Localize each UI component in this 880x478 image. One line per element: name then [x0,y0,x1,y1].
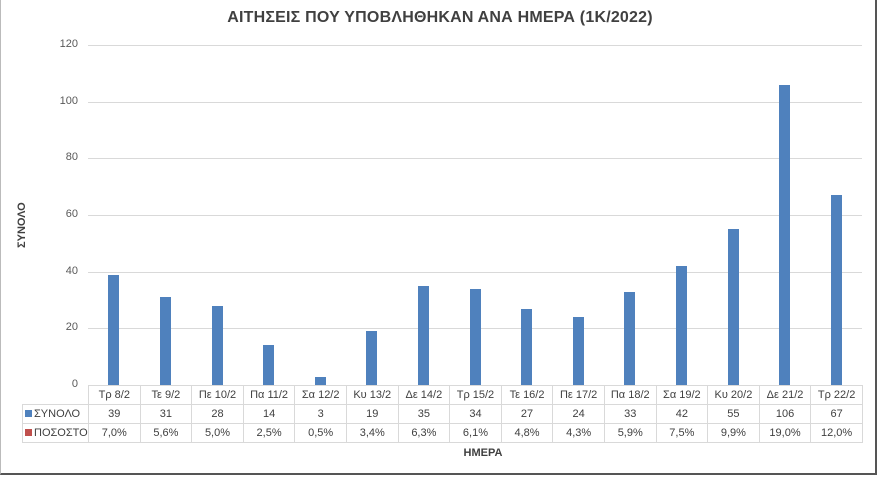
bar [727,229,739,385]
y-tick-label: 40 [65,264,78,277]
value-cell: 39 [88,404,141,424]
category-cell: Σα 19/2 [655,385,709,405]
value-cell: 7,0% [88,423,141,443]
gridline [88,101,862,103]
value-cell: 55 [707,404,760,424]
value-cell: 67 [810,404,863,424]
bar [417,285,429,385]
bar [469,288,481,385]
x-axis-label: ΗΜΕΡΑ [463,447,503,459]
value-cell: 33 [603,404,657,424]
series-row-percent: ΠΟΣΟΣΤΟ 7,0% 5,6% 5,0% 2,5% 0,5% 3,4% 6,3% 6,1%… [22,423,863,443]
value-cell: 0,5% [294,423,347,443]
gridline [88,45,862,46]
bar [314,376,326,385]
value-cell: 3,4% [345,423,399,443]
category-cell: Κυ 20/2 [707,385,760,405]
gridline [88,158,862,160]
value-cell: 19,0% [758,423,812,443]
legend-key-icon [25,428,32,436]
value-cell: 6,3% [397,423,451,443]
data-table: Τρ 8/2 Τε 9/2 Πε 10/2 Πα 11/2 Σα 12/2 Κυ 13/2… [22,385,863,443]
category-cell: Πα 11/2 [242,385,296,405]
value-cell: 7,5% [655,423,709,443]
value-cell: 27 [500,404,554,424]
category-cell: Πα 18/2 [603,385,657,405]
bar [830,195,842,385]
bar [108,274,120,385]
value-cell: 4,3% [552,423,605,443]
bar [521,308,533,385]
bar [779,84,791,385]
value-cell: 5,9% [603,423,657,443]
value-cell: 19 [345,404,399,424]
y-tick-label: 20 [65,321,78,334]
legend-percent: ΠΟΣΟΣΤΟ [22,423,89,443]
value-cell: 12,0% [810,423,863,443]
bar [159,297,171,385]
value-cell: 28 [191,404,244,424]
gridline [88,385,862,386]
bar [366,331,378,385]
category-cell: Τε 9/2 [139,385,193,405]
y-tick-label: 80 [65,151,78,164]
value-cell: 9,9% [707,423,760,443]
category-row: Τρ 8/2 Τε 9/2 Πε 10/2 Πα 11/2 Σα 12/2 Κυ 13/2… [23,385,863,405]
y-axis-label: ΣΥΝΟΛΟ [16,202,28,248]
category-cell: Τρ 15/2 [449,385,502,405]
category-cell: Κυ 13/2 [345,385,399,405]
value-cell: 5,6% [139,423,193,443]
category-cell: Τρ 8/2 [88,385,141,405]
value-cell: 35 [397,404,451,424]
value-cell: 3 [294,404,347,424]
category-cell: Τε 16/2 [500,385,554,405]
bar [263,345,275,385]
gridline [88,271,862,273]
value-cell: 4,8% [500,423,554,443]
y-tick-label: 0 [71,378,78,390]
y-tick-label: 100 [59,94,78,107]
value-cell: 42 [655,404,709,424]
category-cell: Πε 10/2 [191,385,244,405]
value-cell: 24 [552,404,605,424]
series-row-total: ΣΥΝΟΛΟ 39 31 28 14 3 19 35 34 27 24 33 42 55 106 67 [22,404,863,424]
chart-title: ΑΙΤΗΣΕΙΣ ΠΟΥ ΥΠΟΒΛΗΘΗΚΑΝ ΑΝΑ ΗΜΕΡΑ (1Κ/2… [227,9,653,26]
value-cell: 14 [242,404,296,424]
category-cell: Δε 14/2 [397,385,451,405]
legend-total: ΣΥΝΟΛΟ [22,404,89,424]
value-cell: 6,1% [449,423,502,443]
value-cell: 34 [449,404,502,424]
bar [675,266,687,385]
value-cell: 2,5% [242,423,296,443]
y-tick-label: 60 [65,208,78,220]
gridline [88,215,862,216]
category-cell: Σα 12/2 [294,385,347,405]
y-tick-label: 120 [59,38,78,50]
category-cell: Δε 21/2 [758,385,812,405]
legend-key-icon [25,409,32,417]
bar [572,317,584,385]
value-cell: 5,0% [191,423,244,443]
bar [624,291,636,385]
category-cell: Πε 17/2 [552,385,605,405]
value-cell: 31 [139,404,193,424]
bar [211,305,223,385]
category-cell: Τρ 22/2 [810,385,863,405]
value-cell: 106 [758,404,812,424]
